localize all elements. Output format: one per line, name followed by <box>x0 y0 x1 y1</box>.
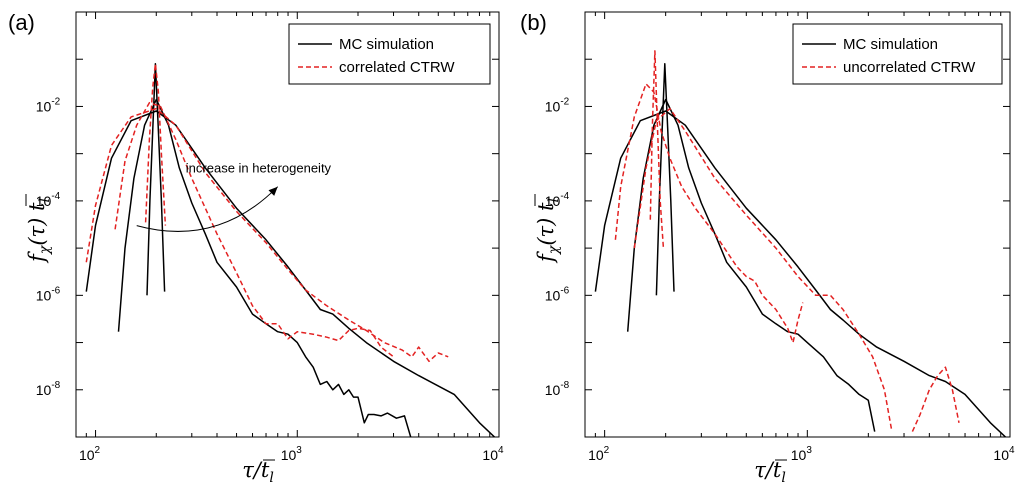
series-line-mc-1 <box>117 98 412 437</box>
y-tick-label: 10-4 <box>545 191 570 209</box>
legend-box-a <box>288 23 491 85</box>
annotation-text: increase in heterogeneity <box>186 161 332 176</box>
y-tick-label: 10-2 <box>36 96 61 114</box>
y-tick-label: 10-6 <box>36 285 61 303</box>
y-tick-label: 10-4 <box>36 191 61 209</box>
legend-label-mc-b: MC simulation <box>843 36 938 53</box>
series-line-mc-2 <box>594 110 1007 437</box>
xlabel-a: τ/tl <box>242 458 275 486</box>
annotation-arrowhead <box>268 186 278 196</box>
series-line-mc-1 <box>626 98 876 432</box>
svg-text:τ/tl: τ/tl <box>754 458 786 486</box>
panel-b: (b) 102 103 104 10-8 10-6 10-4 10-2 MC simulat… <box>520 10 1015 486</box>
series-group-a <box>85 63 496 437</box>
x-tick-label: 102 <box>588 445 610 463</box>
legend-label-ctrw-a: correlated CTRW <box>339 59 455 76</box>
x-tick-label: 104 <box>482 445 504 463</box>
series-line-mc-2 <box>85 110 496 437</box>
svg-text:fχ(τ) tl: fχ(τ) tl <box>25 198 53 264</box>
y-tick-label: 10-6 <box>545 285 570 303</box>
legend-label-ctrw-b: uncorrelated CTRW <box>843 59 976 76</box>
plot-frame-b <box>584 11 1011 438</box>
series-line-ctrw-4 <box>114 101 394 358</box>
ticks-group-a: 102 103 104 10-8 10-6 10-4 10-2 <box>36 11 504 463</box>
panel-label-b: (b) <box>520 10 547 35</box>
annotation-a: increase in heterogeneity <box>136 161 332 232</box>
y-tick-label: 10-2 <box>545 96 570 114</box>
series-line-ctrw-3 <box>144 63 167 226</box>
series-line-ctrw-5 <box>633 107 893 429</box>
y-tick-label: 10-8 <box>36 380 61 398</box>
x-tick-label: 103 <box>791 445 813 463</box>
series-group-b <box>594 50 1007 437</box>
series-line-ctrw-5 <box>85 107 449 363</box>
legend-a: MC simulation correlated CTRW <box>288 23 491 85</box>
legend-b: MC simulation uncorrelated CTRW <box>792 23 1003 85</box>
annotation-arrow <box>136 186 279 232</box>
series-line-mc-0 <box>146 63 166 296</box>
svg-text:fχ(τ) tl: fχ(τ) tl <box>534 198 562 264</box>
series-line-ctrw-4 <box>614 83 804 344</box>
panel-a: (a) 102 103 104 10-8 10-6 10-4 10-2 increase i… <box>8 10 504 486</box>
svg-text:τ/tl: τ/tl <box>242 458 274 486</box>
legend-box-b <box>792 23 1003 85</box>
xlabel-b: τ/tl <box>754 458 787 486</box>
plot-frame-a <box>75 11 500 438</box>
legend-label-mc-a: MC simulation <box>339 36 434 53</box>
x-tick-label: 103 <box>281 445 303 463</box>
ylabel-b: fχ(τ) tl <box>534 194 562 264</box>
ticks-group-b: 102 103 104 10-8 10-6 10-4 10-2 <box>545 11 1015 463</box>
y-tick-label: 10-8 <box>545 380 570 398</box>
series-line-ctrw-6 <box>911 366 960 432</box>
x-tick-label: 104 <box>993 445 1015 463</box>
x-tick-label: 102 <box>79 445 101 463</box>
ylabel-a: fχ(τ) tl <box>25 194 53 264</box>
panel-label-a: (a) <box>8 10 35 35</box>
series-line-mc-0 <box>655 63 675 296</box>
